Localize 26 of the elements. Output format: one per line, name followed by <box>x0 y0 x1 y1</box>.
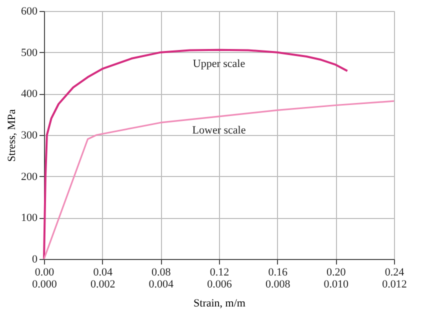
x-axis-title: Strain, m/m <box>194 298 246 310</box>
y-tick-label: 500 <box>21 46 38 59</box>
series-label: Lower scale <box>192 124 246 136</box>
y-tick-label: 300 <box>21 130 38 142</box>
y-axis-title: Stress, MPa <box>6 109 18 162</box>
x2-tick-label: 0.000 <box>32 278 58 290</box>
x-tick-label: 0.00 <box>34 266 55 278</box>
x-tick-label: 0.04 <box>93 266 113 278</box>
y-tick-label: 0 <box>32 254 38 266</box>
y-tick-label: 400 <box>21 88 38 100</box>
x-tick-label: 0.24 <box>384 266 405 278</box>
y-tick-label: 600 <box>21 6 38 18</box>
x2-tick-label: 0.004 <box>148 278 174 290</box>
x2-tick-label: 0.012 <box>382 278 407 290</box>
x2-tick-label: 0.010 <box>324 278 350 290</box>
x2-tick-label: 0.008 <box>265 278 291 290</box>
x-tick-label: 0.08 <box>152 266 172 278</box>
y-tick-label: 200 <box>21 170 38 183</box>
y-tick-label: 100 <box>21 212 38 224</box>
x2-tick-label: 0.002 <box>90 278 116 290</box>
x-tick-label: 0.16 <box>268 266 288 278</box>
line-series <box>43 48 348 260</box>
series-label: Upper scale <box>192 58 246 70</box>
x2-tick-label: 0.006 <box>207 278 232 290</box>
x-tick-label: 0.12 <box>210 266 230 278</box>
x-tick-label: 0.20 <box>326 266 346 278</box>
